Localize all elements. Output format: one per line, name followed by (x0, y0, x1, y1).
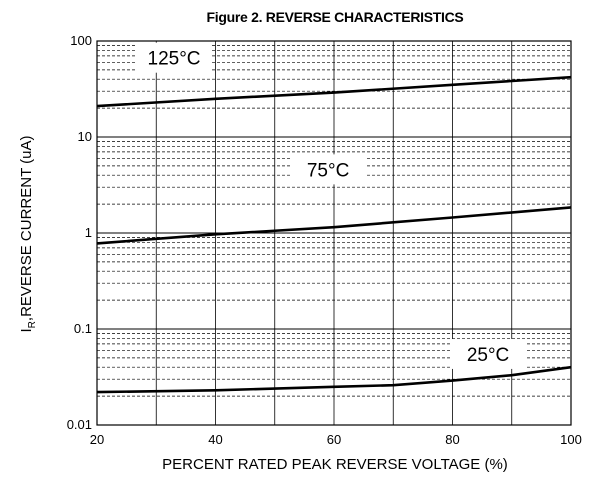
y-axis-label: IR,REVERSE CURRENT (uA) (18, 136, 38, 333)
y-tick-label: 10 (78, 129, 92, 144)
chart-title: Figure 2. REVERSE CHARACTERISTICS (207, 9, 464, 25)
curve-label-mask (290, 154, 367, 185)
x-tick-label: 80 (445, 432, 459, 447)
series-line-2 (96, 365, 572, 394)
y-tick-label: 100 (70, 33, 92, 48)
y-axis-label-rest: ,REVERSE CURRENT (uA) (18, 136, 35, 322)
y-tick-label: 0.1 (74, 321, 92, 336)
x-tick-label: 60 (327, 432, 341, 447)
x-tick-label: 40 (208, 432, 222, 447)
x-tick-labels: 20 40 60 80 100 (90, 432, 582, 447)
series-line-1 (96, 206, 572, 245)
y-tick-label: 1 (85, 225, 92, 240)
y-axis-label-prefix: I (18, 328, 35, 332)
x-tick-label: 100 (560, 432, 582, 447)
curve-label-mask (136, 42, 213, 73)
curve-label-mask (450, 338, 527, 369)
curve-labels: 125°C 75°C 25°C (148, 49, 510, 366)
curve-label: 125°C (148, 49, 201, 70)
curve-label: 25°C (467, 345, 509, 366)
y-tick-labels: 0.01 0.1 1 10 100 (67, 33, 92, 432)
series-lines (96, 75, 572, 394)
curve-label-backgrounds (136, 42, 527, 369)
x-tick-label: 20 (90, 432, 104, 447)
curve-label: 75°C (307, 160, 349, 181)
x-axis-label: PERCENT RATED PEAK REVERSE VOLTAGE (%) (162, 456, 508, 473)
y-tick-label: 0.01 (67, 417, 92, 432)
y-axis-label-subscript: R (27, 321, 38, 328)
plot-frame (96, 40, 572, 426)
series-line-0 (96, 75, 572, 108)
